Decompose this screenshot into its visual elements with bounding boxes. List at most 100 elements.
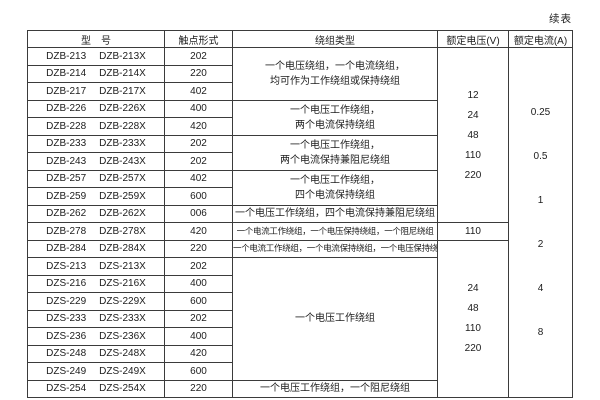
model-number: DZB-259X <box>99 190 146 202</box>
model-number: DZB-262 <box>46 208 87 220</box>
contact-form-cell: 202 <box>164 47 233 66</box>
model-cell: DZB-213 DZB-213X <box>27 47 165 66</box>
model-number: DZS-216X <box>99 278 146 290</box>
model-number: DZS-229 <box>46 295 87 307</box>
voltage-value: 12 <box>467 89 479 101</box>
table-row: DZB-262 DZB-262X 006 一个电压工作绕组，四个电流保持兼阻尼绕组 <box>27 204 573 223</box>
col-header-contact: 触点形式 <box>164 30 233 48</box>
voltage-value: 110 <box>465 225 481 237</box>
model-pair: DZS-254 DZS-254X <box>29 383 164 395</box>
winding-type-cell: 一个电流工作绕组，一个电压保持绕组，一个阻尼绕组 <box>232 222 438 241</box>
current-value: 2 <box>537 238 544 250</box>
model-number: DZS-236 <box>46 330 87 342</box>
model-number: DZB-217 <box>46 85 87 97</box>
contact-form-cell: 402 <box>164 169 233 188</box>
model-pair: DZB-217 DZB-217X <box>29 85 164 97</box>
winding-line: 一个电压工作绕组 <box>295 313 375 325</box>
model-pair: DZS-233 DZS-233X <box>29 313 164 325</box>
voltage-value: 220 <box>464 343 482 355</box>
model-number: DZB-243 <box>46 155 87 167</box>
model-number: DZB-284 <box>46 243 87 255</box>
winding-type-cell: 一个电压工作绕组，四个电流保持兼阻尼绕组 <box>232 204 438 223</box>
contact-form-cell: 600 <box>164 362 233 381</box>
model-pair: DZS-229 DZS-229X <box>29 295 164 307</box>
winding-line: 一个电压工作绕组，一个阻尼绕组 <box>260 383 410 395</box>
rated-voltage-cell: 12 24 48 110 220 <box>437 47 509 223</box>
model-pair: DZB-257 DZB-257X <box>29 173 164 184</box>
winding-line: 两个电流保持兼阻尼绕组 <box>280 154 390 166</box>
model-number: DZB-243X <box>99 155 146 167</box>
contact-form-cell: 006 <box>164 204 233 223</box>
winding-type-cell: 一个电压工作绕组 <box>232 257 438 381</box>
contact-form-cell: 220 <box>164 379 233 398</box>
contact-form-cell: 402 <box>164 82 233 101</box>
header-row: 型 号 触点形式 绕组类型 额定电压(V) 额定电流(A) <box>27 30 573 48</box>
winding-type-text: 一个电压工作绕组， 四个电流保持绕组 <box>234 173 437 203</box>
contact-form-cell: 220 <box>164 239 233 258</box>
model-cell: DZB-233 DZB-233X <box>27 134 165 153</box>
model-pair: DZB-243 DZB-243X <box>29 155 164 167</box>
model-number: DZB-226 <box>46 103 87 115</box>
winding-type-text: 一个电压工作绕组，一个阻尼绕组 <box>234 381 437 396</box>
contact-form-cell: 400 <box>164 99 233 118</box>
voltage-value: 48 <box>467 129 479 141</box>
model-pair: DZB-262 DZB-262X <box>29 208 164 220</box>
model-cell: DZS-229 DZS-229X <box>27 292 165 311</box>
winding-line: 均可作为工作绕组或保持绕组 <box>270 75 400 87</box>
model-number: DZB-228 <box>46 120 87 132</box>
model-pair: DZB-226 DZB-226X <box>29 103 164 115</box>
model-number: DZB-213X <box>99 50 146 62</box>
winding-line: 一个电流工作绕组，一个电流保持绕组，一个电压保持绕组 <box>233 243 438 254</box>
contact-form-cell: 600 <box>164 187 233 206</box>
table-row: DZS-233 DZS-233X 202 <box>27 309 573 328</box>
rated-voltage-cell: 24 48 110 220 <box>437 239 509 398</box>
model-pair: DZB-259 DZB-259X <box>29 190 164 202</box>
table-row: DZS-213 DZS-213X 202 一个电压工作绕组 <box>27 257 573 381</box>
model-number: DZS-249 <box>46 365 87 377</box>
winding-type-cell: 一个电压工作绕组， 两个电流保持兼阻尼绕组 <box>232 134 438 171</box>
winding-type-text: 一个电压工作绕组， 两个电流保持兼阻尼绕组 <box>234 138 437 168</box>
continued-table-label: 续表 <box>549 13 572 25</box>
model-cell: DZB-257 DZB-257X <box>27 169 165 188</box>
col-header-voltage: 额定电压(V) <box>437 30 509 48</box>
current-value: 0.25 <box>530 106 551 118</box>
model-number: DZS-249X <box>99 365 146 377</box>
relay-spec-table: 型 号 触点形式 绕组类型 额定电压(V) 额定电流(A) DZB-213 DZB… <box>27 30 573 398</box>
voltage-value: 24 <box>467 109 479 121</box>
model-cell: DZB-243 DZB-243X <box>27 152 165 171</box>
model-cell: DZB-226 DZB-226X <box>27 99 165 118</box>
model-number: DZS-229X <box>99 295 146 307</box>
table-header: 型 号 触点形式 绕组类型 额定电压(V) 额定电流(A) <box>27 30 573 48</box>
model-number: DZB-226X <box>99 103 146 115</box>
model-cell: DZS-213 DZS-213X <box>27 257 165 276</box>
voltage-values: 110 <box>439 224 508 239</box>
model-number: DZS-254X <box>99 383 146 395</box>
col-header-model: 型 号 <box>27 30 165 48</box>
winding-line: 一个电压工作绕组，四个电流保持兼阻尼绕组 <box>235 208 435 220</box>
model-cell: DZB-217 DZB-217X <box>27 82 165 101</box>
model-cell: DZB-228 DZB-228X <box>27 117 165 136</box>
voltage-value: 48 <box>467 303 479 315</box>
contact-form-cell: 420 <box>164 222 233 241</box>
table-body: DZB-213 DZB-213X 202 一个电压绕组，一个电流绕组， 均可作为工作绕组… <box>27 47 573 398</box>
winding-line: 一个电压工作绕组， <box>290 104 380 116</box>
model-cell: DZS-254 DZS-254X <box>27 379 165 398</box>
model-number: DZB-284X <box>99 243 146 255</box>
model-number: DZS-248X <box>99 348 146 360</box>
winding-type-cell: 一个电流工作绕组，一个电流保持绕组，一个电压保持绕组 <box>232 239 438 258</box>
model-number: DZS-254 <box>46 383 87 395</box>
model-pair: DZS-248 DZS-248X <box>29 348 164 360</box>
contact-form-cell: 400 <box>164 274 233 293</box>
model-number: DZB-214 <box>46 68 87 80</box>
winding-line: 两个电流保持绕组 <box>295 119 375 131</box>
table-row: DZS-254 DZS-254X 220 一个电压工作绕组，一个阻尼绕组 <box>27 379 573 398</box>
voltage-values: 12 24 48 110 220 <box>439 88 508 183</box>
model-number: DZB-214X <box>99 68 146 80</box>
model-number: DZS-233X <box>99 313 146 325</box>
winding-line: 一个电压绕组，一个电流绕组， <box>265 60 405 72</box>
rated-voltage-cell: 110 <box>437 222 509 241</box>
model-pair: DZS-213 DZS-213X <box>29 261 164 272</box>
model-cell: DZB-259 DZB-259X <box>27 187 165 206</box>
model-number: DZB-217X <box>99 85 146 97</box>
